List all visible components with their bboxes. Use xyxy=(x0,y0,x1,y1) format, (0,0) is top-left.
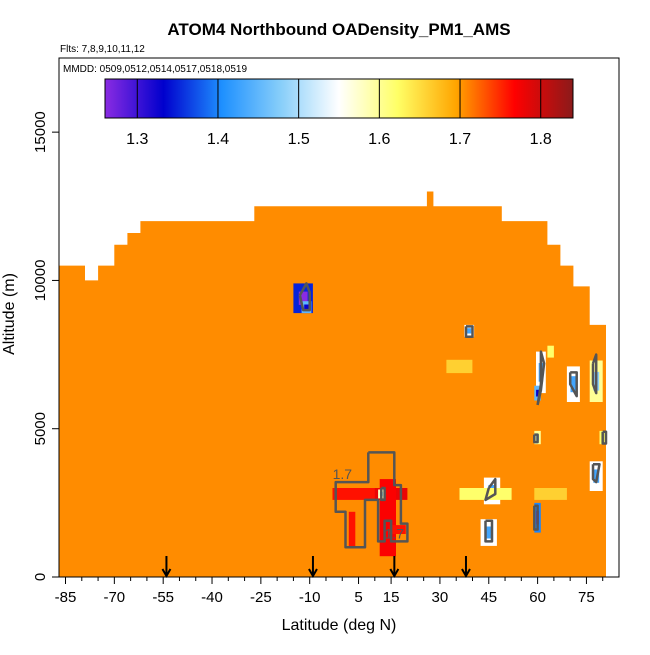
colorbar-tick-label-2: 1.5 xyxy=(288,131,310,148)
x-tick-label-8: 30 xyxy=(432,589,449,606)
contour-line-7 xyxy=(591,463,601,484)
plot-frame xyxy=(58,57,620,578)
colorbar-tick-label-0: 1.3 xyxy=(126,131,148,148)
y-tick-label-2: 10000 xyxy=(32,260,49,302)
flight-marker-head-2 xyxy=(389,568,400,579)
contour-line-1 xyxy=(464,325,474,339)
x-tick-label-5: -10 xyxy=(299,589,321,606)
contour-line-12 xyxy=(334,451,409,549)
flight-marker-head-3 xyxy=(461,568,471,579)
x-tick-label-11: 75 xyxy=(578,589,595,606)
colorbar-tick-label-4: 1.7 xyxy=(449,131,471,148)
x-tick-label-7: 15 xyxy=(383,589,400,606)
contour-line-6 xyxy=(601,430,608,445)
anomaly-cell-13 xyxy=(459,488,512,500)
anomaly-cell-3 xyxy=(446,359,473,374)
anomaly-cell-17 xyxy=(332,488,379,500)
x-tick-label-10: 60 xyxy=(529,589,546,606)
dates-label: MMDD: 0509,0512,0514,0517,0518,0519 xyxy=(63,64,247,75)
colorbar: 1.3 1.4 1.5 1.6 1.7 1.8 xyxy=(104,78,574,148)
contour-line-4 xyxy=(591,353,598,395)
x-tick-label-0: -85 xyxy=(55,589,77,606)
x-tick-label-9: 45 xyxy=(480,589,497,606)
contour-label-1: 1.7 xyxy=(385,525,405,541)
contour-line-5 xyxy=(533,433,539,444)
anomaly-core-5 xyxy=(536,389,539,397)
colorbar-tick-label-5: 1.8 xyxy=(530,131,552,148)
anomaly-core-2 xyxy=(467,328,472,334)
contour-line-10 xyxy=(533,504,539,531)
contour-line-9 xyxy=(484,519,494,543)
contour-line-8 xyxy=(484,477,497,502)
colorbar-gradient xyxy=(104,78,574,119)
colorbar-tick-label-3: 1.6 xyxy=(368,131,390,148)
contour-line-0 xyxy=(298,282,311,312)
anomaly-core-1 xyxy=(304,304,309,310)
x-tick-label-1: -70 xyxy=(103,589,125,606)
anomaly-cell-16 xyxy=(534,488,567,500)
x-tick-label-4: -25 xyxy=(250,589,272,606)
contour-line-3 xyxy=(568,371,578,398)
axes: -85 -70 -55 -40 -25 -10 5 15 30 45 60 75 0 5000 10000 1… xyxy=(32,111,604,606)
colorbar-tick-label-1: 1.4 xyxy=(207,131,229,148)
y-tick-label-3: 15000 xyxy=(32,111,49,153)
flight-marker-head-0 xyxy=(161,568,172,579)
chart-title: ATOM4 Northbound OADensity_PM1_AMS xyxy=(167,20,510,39)
anomaly-core-0 xyxy=(298,291,308,305)
anomaly-cell-20 xyxy=(348,511,356,548)
y-tick-label-0: 0 xyxy=(32,573,49,581)
y-tick-label-1: 5000 xyxy=(32,412,49,445)
x-tick-label-6: 5 xyxy=(354,589,362,606)
anomaly-core-14 xyxy=(485,526,493,539)
flight-marker-head-1 xyxy=(308,568,318,579)
x-axis-label: Latitude (deg N) xyxy=(282,617,397,634)
contour-label-0: 1.7 xyxy=(333,466,353,482)
y-axis-label: Altitude (m) xyxy=(1,273,18,355)
contour-line-11 xyxy=(380,486,386,502)
x-tick-label-2: -55 xyxy=(152,589,174,606)
data-coverage-region xyxy=(59,191,606,577)
x-tick-label-3: -40 xyxy=(201,589,223,606)
flights-label: Flts: 7,8,9,10,11,12 xyxy=(60,44,145,55)
anomaly-cell-21 xyxy=(389,525,406,534)
anomaly-cell-6 xyxy=(547,345,554,358)
plot-area: 1.7 1.7 xyxy=(59,191,608,577)
contour-line-2 xyxy=(536,350,546,406)
anomaly-core-7 xyxy=(570,376,577,393)
